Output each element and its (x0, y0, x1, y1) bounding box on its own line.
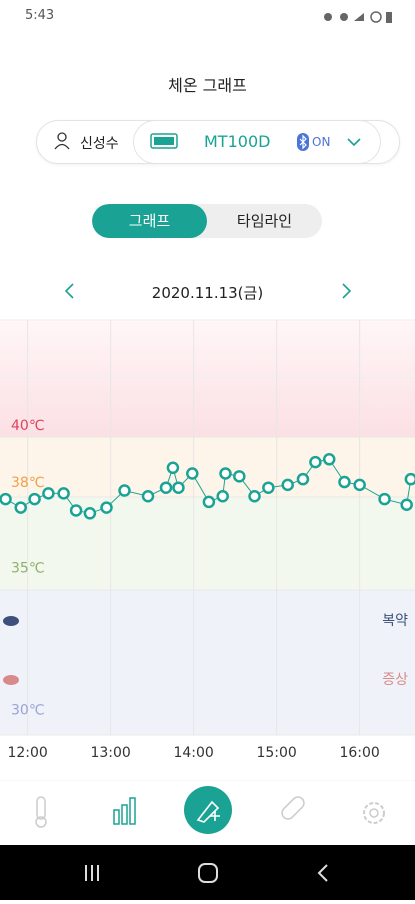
data-point (248, 489, 261, 503)
data-point (100, 501, 113, 514)
status-bar: 5:43 (0, 0, 415, 34)
data-point (400, 498, 413, 512)
medication-icon (3, 616, 19, 626)
x-tick-label: 12:00 (7, 745, 47, 761)
y-tick-label: 30℃ (11, 702, 45, 718)
data-point (404, 472, 415, 486)
bluetooth-status: ON (312, 135, 331, 149)
data-point (57, 487, 70, 500)
data-point (69, 504, 83, 517)
tab-switch: 그래프 타임라인 (92, 204, 322, 238)
data-point (378, 492, 391, 506)
band-low (0, 590, 415, 735)
data-point (172, 481, 185, 494)
y-tick-label: 40℃ (11, 418, 45, 434)
data-point (322, 453, 336, 466)
next-date[interactable] (338, 282, 354, 300)
data-point (219, 467, 232, 480)
data-point (216, 489, 229, 503)
settings-tab[interactable] (363, 802, 385, 824)
data-point (14, 501, 27, 514)
data-point (202, 495, 216, 509)
dropdown-icon[interactable] (346, 136, 362, 148)
home-button[interactable] (198, 863, 218, 883)
graph-tab[interactable] (113, 797, 136, 825)
battery-icon (150, 133, 178, 149)
data-point (262, 481, 275, 494)
data-point (309, 455, 322, 469)
y-tick-label: 35℃ (11, 560, 45, 576)
data-point (353, 478, 366, 492)
date-label: 2020.11.13(금) (151, 284, 264, 302)
user-icon (54, 132, 70, 150)
page-title: 체온 그래프 (168, 76, 247, 95)
data-point (42, 487, 55, 500)
chart: 12:00 13:00 14:00 15:00 16:00 40℃ 38℃ 35℃ 30℃ 복약증… (0, 319, 415, 761)
tab[interactable]: 타임라인 (236, 212, 293, 230)
symptom-icon (3, 675, 19, 685)
x-tick-label: 16:00 (339, 745, 379, 761)
data-point (141, 489, 155, 503)
device-selector[interactable] (133, 120, 381, 164)
annotation: 복약 (382, 613, 408, 629)
recents-button[interactable] (85, 865, 99, 881)
y-tick-label: 38℃ (11, 475, 45, 491)
bottom-tabs (0, 780, 415, 834)
data-point (233, 470, 246, 483)
thermometer-tab[interactable] (35, 796, 47, 828)
data-point (28, 492, 41, 506)
x-tick-label: 15:00 (256, 745, 296, 761)
data-point (281, 478, 294, 492)
x-tick-label: 13:00 (90, 745, 130, 761)
bluetooth-icon (297, 133, 309, 151)
add-button[interactable] (184, 786, 232, 834)
system-nav (0, 845, 415, 900)
x-tick-label: 14:00 (173, 745, 213, 761)
nav-icons (85, 863, 328, 883)
data-point (166, 461, 180, 475)
annotation: 증상 (382, 672, 408, 688)
data-point (118, 484, 131, 497)
medicine-tab[interactable] (280, 795, 307, 822)
data-point (0, 492, 12, 506)
device-model: MT100D (204, 132, 271, 151)
data-point (186, 467, 199, 480)
data-point (159, 481, 173, 494)
data-point (338, 475, 351, 489)
clock: 5:43 (25, 8, 55, 23)
back-button[interactable] (317, 864, 328, 882)
status-icons (324, 11, 392, 23)
data-point (296, 472, 310, 486)
band-normal (0, 497, 415, 590)
data-point (83, 507, 97, 520)
prev-date[interactable] (62, 282, 78, 300)
user-name: 신성수 (80, 136, 119, 152)
tab[interactable]: 그래프 (92, 204, 207, 238)
